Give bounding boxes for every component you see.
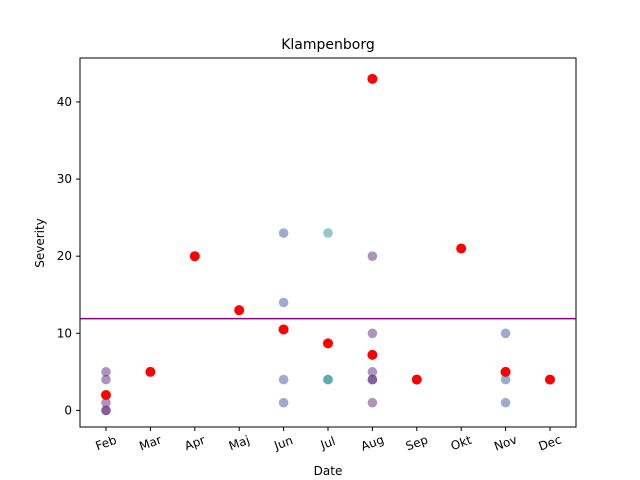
data-point [367,251,378,261]
data-point [367,374,378,385]
data-point [367,367,378,377]
x-tick-label-maj: Maj [227,433,252,453]
data-point [234,305,245,316]
data-point [278,324,289,335]
data-point [500,397,511,408]
y-tick-label-10: 10 [57,326,72,340]
x-tick-label-aug: Aug [359,432,386,453]
data-point [101,397,111,408]
x-tick-label-okt: Okt [449,433,474,453]
x-tick-label-dec: Dec [537,432,564,453]
data-point [367,328,378,339]
data-point [278,297,289,308]
data-point [278,374,289,385]
data-point [101,389,111,400]
data-point [278,228,289,238]
data-point [500,328,511,339]
data-point [411,374,422,385]
x-tick-label-jul: Jul [318,434,337,452]
y-axis-label: Severity [33,218,47,268]
data-point [323,338,333,349]
data-point [500,374,511,385]
x-tick-label-sep: Sep [404,433,430,454]
data-point [278,397,289,408]
data-point [500,366,511,377]
data-point [101,405,111,416]
data-point [456,243,467,254]
data-point [367,397,378,408]
y-tick-label-40: 40 [57,95,72,109]
y-tick-label-0: 0 [64,403,72,417]
x-axis-label: Date [314,464,343,478]
points-layer [101,73,555,416]
data-point [545,374,555,385]
x-tick-label-nov: Nov [492,432,519,453]
data-point [323,374,333,385]
data-point [101,374,111,385]
y-tick-label-20: 20 [57,249,72,263]
chart-title: Klampenborg [281,37,375,53]
x-tick-label-mar: Mar [137,433,163,454]
data-point [367,73,378,84]
y-tick-label-30: 30 [57,172,72,186]
x-tick-label-jun: Jun [271,433,294,453]
x-tick-label-feb: Feb [94,433,119,453]
data-point [101,367,111,377]
data-point [323,228,333,238]
plot-frame [79,57,577,428]
data-point [367,349,378,360]
data-point [145,366,156,377]
y-axis: 0 10 20 30 40 [57,95,80,417]
x-axis: Feb Mar Apr Maj Jun Jul Aug Sep Okt Nov Dec [94,427,564,454]
x-tick-label-apr: Apr [183,433,207,453]
data-point [189,251,200,262]
